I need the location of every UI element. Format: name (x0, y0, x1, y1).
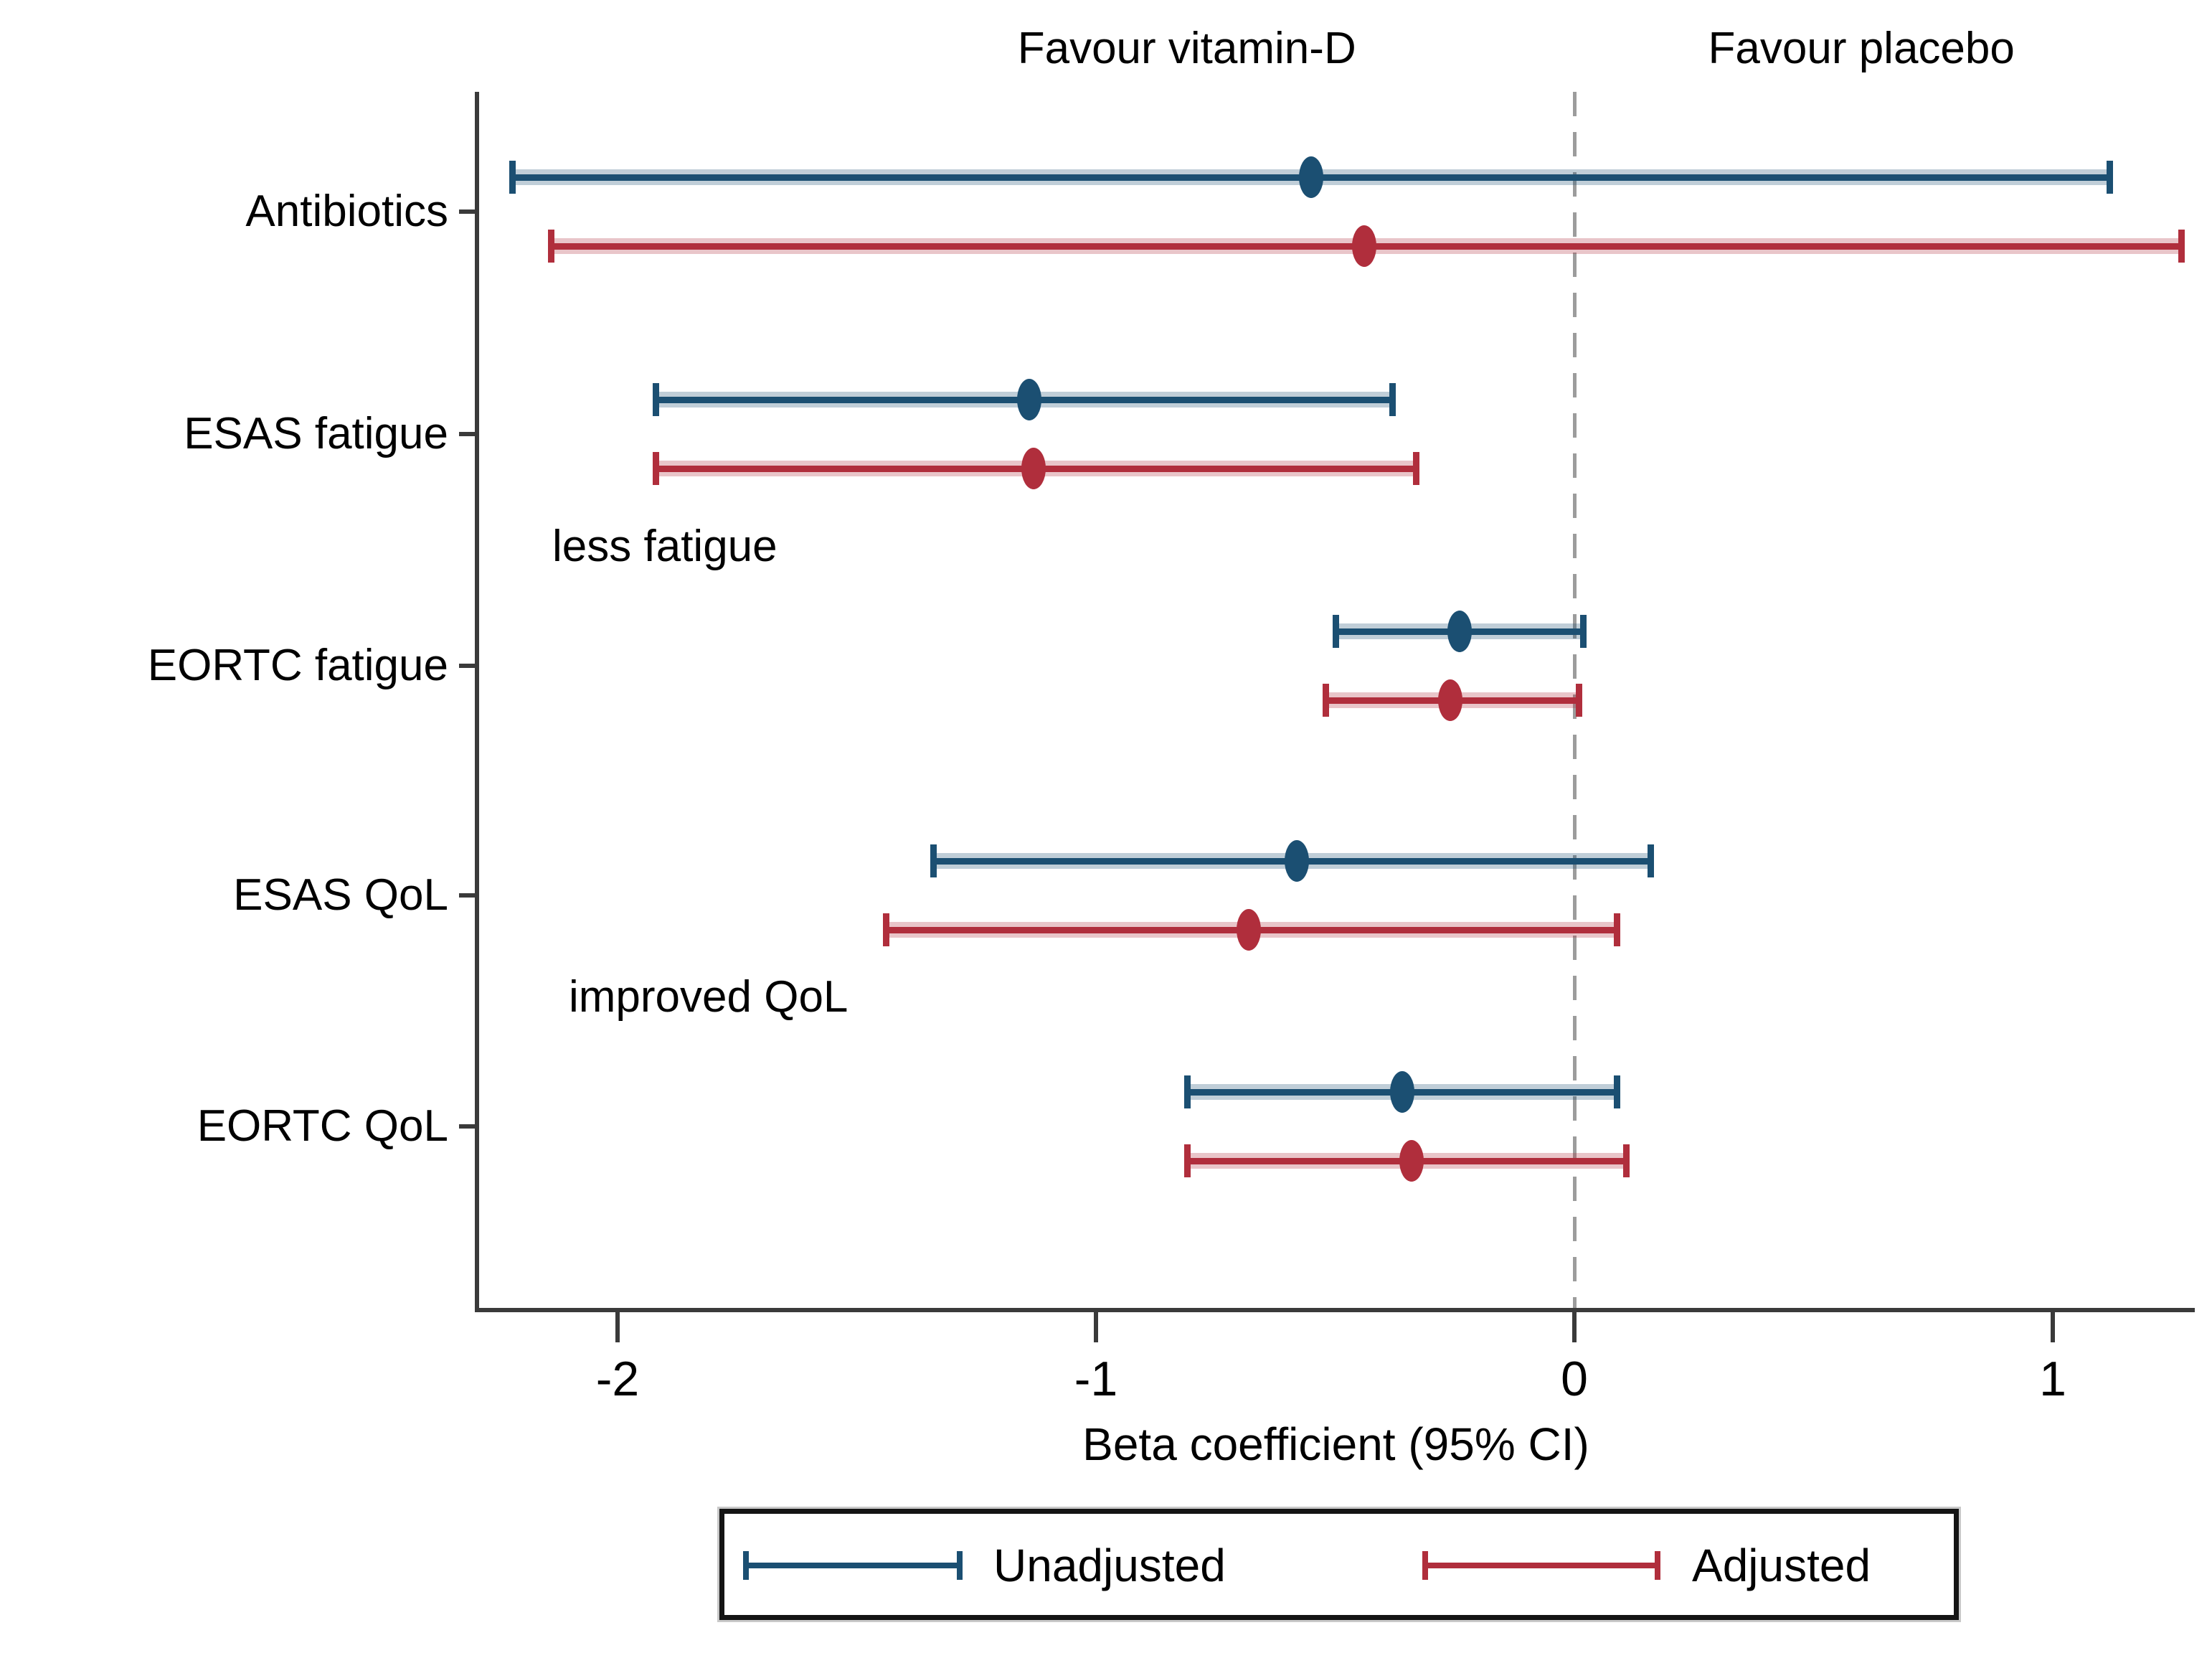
y-tick-4 (459, 1124, 479, 1129)
point-estimate-unadjusted-antibiotics (1299, 156, 1324, 198)
x-tick-0 (1572, 1312, 1577, 1342)
ci-cap-right-adjusted-eortc-qol (1623, 1144, 1630, 1177)
header-favour-vitamin-d: Favour vitamin-D (1017, 24, 1356, 73)
ci-cap-right-unadjusted-esas-fatigue (1389, 383, 1396, 416)
category-label-esas-qol: ESAS QoL (233, 870, 448, 920)
header-favour-placebo: Favour placebo (1708, 24, 2015, 73)
category-label-antibiotics: Antibiotics (245, 187, 448, 236)
ci-cap-right-adjusted-esas-qol (1614, 913, 1621, 946)
ci-cap-right-adjusted-eortc-fatigue (1575, 684, 1582, 717)
point-estimate-adjusted-esas-qol (1237, 909, 1262, 951)
ci-cap-left-unadjusted-esas-fatigue (653, 383, 660, 416)
ci-cap-right-unadjusted-eortc-fatigue (1580, 615, 1587, 648)
legend-label-adjusted: Adjusted (1692, 1540, 1871, 1591)
ci-cap-left-unadjusted-esas-qol (930, 844, 937, 877)
point-estimate-unadjusted-eortc-qol (1389, 1071, 1414, 1113)
point-estimate-adjusted-eortc-fatigue (1437, 679, 1462, 721)
ci-cap-left-adjusted-esas-fatigue (653, 452, 660, 485)
point-estimate-adjusted-antibiotics (1351, 225, 1376, 267)
legend-unadjusted-right-cap (957, 1551, 963, 1580)
x-tick--1 (1094, 1312, 1098, 1342)
ci-cap-right-unadjusted-esas-qol (1647, 844, 1654, 877)
x-tick-label--2: -2 (595, 1352, 640, 1406)
x-axis-title: Beta coefficient (95% CI) (1082, 1418, 1589, 1470)
legend: Unadjusted Adjusted (719, 1509, 1959, 1620)
x-tick--2 (615, 1312, 620, 1342)
point-estimate-adjusted-esas-fatigue (1021, 448, 1046, 489)
legend-adjusted-line (1422, 1563, 1660, 1568)
point-estimate-unadjusted-eortc-fatigue (1447, 611, 1472, 652)
legend-label-unadjusted: Unadjusted (993, 1540, 1226, 1591)
y-axis-line (475, 92, 479, 1312)
y-tick-3 (459, 893, 479, 898)
category-label-eortc-qol: EORTC QoL (197, 1101, 448, 1151)
ci-cap-left-adjusted-eortc-fatigue (1323, 684, 1330, 717)
ci-cap-left-unadjusted-eortc-fatigue (1332, 615, 1339, 648)
y-tick-0 (459, 209, 479, 214)
legend-unadjusted-line (743, 1563, 963, 1568)
ci-cap-right-unadjusted-eortc-qol (1614, 1075, 1621, 1108)
ci-cap-left-unadjusted-antibiotics (509, 161, 516, 194)
x-tick-label-1: 1 (2039, 1352, 2066, 1406)
ci-cap-left-unadjusted-eortc-qol (1183, 1075, 1191, 1108)
annotation-improved-qol: improved QoL (569, 972, 849, 1022)
point-estimate-adjusted-eortc-qol (1399, 1140, 1424, 1182)
point-estimate-unadjusted-esas-fatigue (1016, 379, 1041, 420)
point-estimate-unadjusted-esas-qol (1285, 840, 1310, 882)
ci-cap-left-adjusted-esas-qol (882, 913, 889, 946)
category-label-esas-fatigue: ESAS fatigue (184, 409, 448, 458)
ci-cap-right-adjusted-antibiotics (2178, 230, 2185, 263)
y-tick-1 (459, 432, 479, 436)
x-axis-line (475, 1308, 2195, 1312)
ci-cap-right-adjusted-esas-fatigue (1412, 452, 1419, 485)
x-tick-label-0: 0 (1561, 1352, 1588, 1406)
legend-adjusted-right-cap (1655, 1551, 1660, 1580)
ci-cap-left-adjusted-antibiotics (547, 230, 554, 263)
category-label-eortc-fatigue: EORTC fatigue (147, 641, 448, 690)
ci-cap-right-unadjusted-antibiotics (2107, 161, 2114, 194)
ci-cap-left-adjusted-eortc-qol (1183, 1144, 1191, 1177)
y-tick-2 (459, 664, 479, 668)
x-tick-label--1: -1 (1074, 1352, 1118, 1406)
x-tick-1 (2051, 1312, 2055, 1342)
annotation-less-fatigue: less fatigue (552, 522, 777, 571)
